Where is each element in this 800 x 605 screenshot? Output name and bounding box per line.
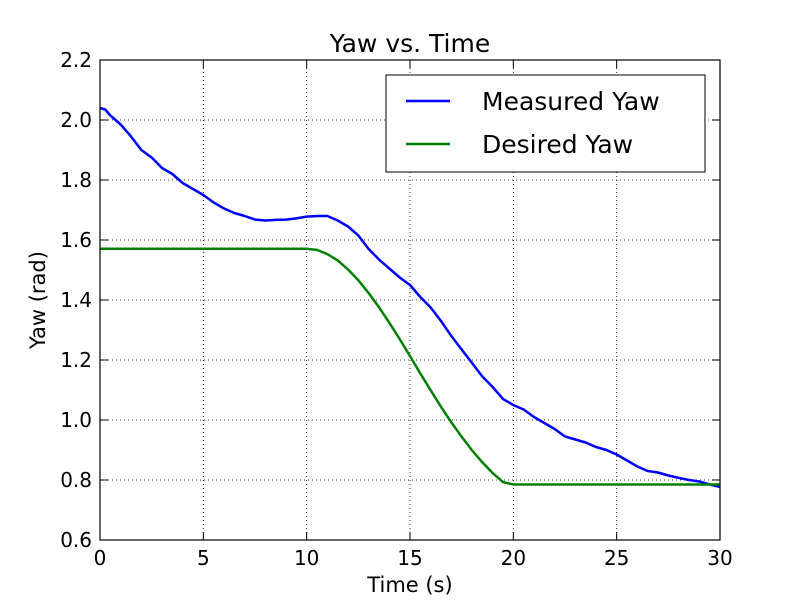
x-tick-label: 0	[94, 546, 107, 570]
x-axis-title: Time (s)	[366, 573, 452, 597]
y-tick-label: 1.4	[60, 288, 92, 312]
y-tick-label: 1.8	[60, 168, 92, 192]
measured-yaw-line	[99, 106, 721, 489]
axis-ticks: 0 5 10 15 20 25 30 0.6 0.8 1.0 1.2 1.4 1.6 1.8 2.0 2.2	[60, 48, 733, 570]
legend-label-desired-yaw: Desired Yaw	[482, 130, 633, 159]
y-tick-label: 2.0	[60, 108, 92, 132]
y-tick-label: 0.8	[60, 468, 92, 492]
x-tick-label: 30	[707, 546, 732, 570]
x-tick-label: 25	[604, 546, 629, 570]
y-tick-label: 2.2	[60, 48, 92, 72]
legend-box	[385, 74, 706, 173]
chart-title: Yaw vs. Time	[329, 29, 490, 58]
desired-yaw-line	[100, 247, 720, 486]
y-tick-label: 1.6	[60, 228, 92, 252]
series-lines	[99, 106, 721, 489]
x-tick-label: 10	[294, 546, 319, 570]
x-tick-label: 5	[197, 546, 210, 570]
x-tick-label: 20	[501, 546, 526, 570]
y-axis-title: Yaw (rad)	[26, 251, 50, 350]
y-tick-label: 1.0	[60, 408, 92, 432]
y-tick-label: 1.2	[60, 348, 92, 372]
legend-label-measured-yaw: Measured Yaw	[482, 87, 660, 116]
x-tick-label: 15	[397, 546, 422, 570]
y-tick-label: 0.6	[60, 528, 92, 552]
legend: Measured Yaw Desired Yaw	[385, 74, 706, 173]
